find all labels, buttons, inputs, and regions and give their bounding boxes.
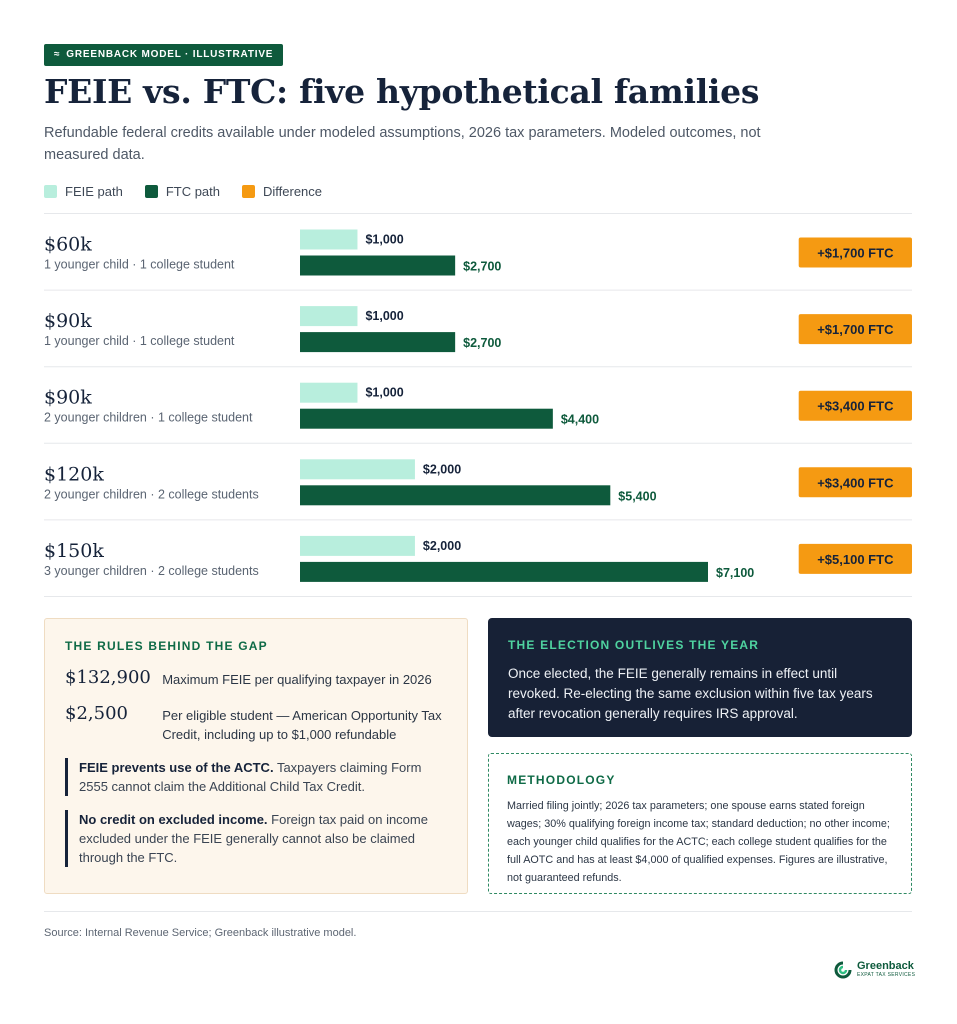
ftc-bar xyxy=(300,561,708,582)
greenback-logo-icon xyxy=(834,961,852,978)
legend-swatch-feie xyxy=(44,185,57,198)
logo-name: Greenback xyxy=(857,960,914,972)
difference-badge xyxy=(798,237,912,268)
methodology-text: Married filing jointly; 2026 tax paramet… xyxy=(507,800,890,884)
ftc-value-label: $2,700 xyxy=(463,260,501,274)
difference-badge xyxy=(798,467,912,498)
legend-item-difference: Difference xyxy=(242,184,322,199)
rules-note-actc: FEIE prevents use of the ACTC. Taxpayers… xyxy=(65,758,447,796)
household-label: 1 younger child · 1 college student xyxy=(44,258,235,272)
stat-label-aotc: Per eligible student — American Opportun… xyxy=(162,708,442,742)
methodology-panel: METHODOLOGY Married filing jointly; 2026… xyxy=(488,753,912,894)
footer-divider xyxy=(44,911,912,912)
legend-swatch-ftc xyxy=(144,185,158,198)
source-note: Source: Internal Revenue Service; Greenb… xyxy=(44,927,357,939)
income-label: $90k xyxy=(44,387,92,409)
difference-badge xyxy=(798,390,912,421)
legend-label-difference: Difference xyxy=(263,184,323,199)
rules-panel: THE RULES BEHIND THE GAP $132,900 Maximu… xyxy=(44,618,468,894)
feie-bar xyxy=(300,535,415,556)
household-label: 2 younger children · 2 college students xyxy=(44,487,259,501)
election-text: Once elected, the FEIE generally remains… xyxy=(508,666,873,721)
credits-bar-chart: $60k 1 younger child · 1 college student $… xyxy=(44,213,912,597)
note-text-excluded-income: Foreign tax paid on income excluded unde… xyxy=(79,812,428,865)
legend-label-feie: FEIE path xyxy=(65,184,123,199)
ftc-bar xyxy=(300,255,456,276)
feie-bar xyxy=(300,382,358,403)
note-bold-excluded-income: No credit on excluded income. xyxy=(79,812,268,827)
rules-heading: THE RULES BEHIND THE GAP xyxy=(65,639,268,653)
stat-label-feie-max: Maximum FEIE per qualifying taxpayer in … xyxy=(162,672,432,687)
rules-stat: $132,900 Maximum FEIE per qualifying tax… xyxy=(65,667,447,689)
difference-label: +$1,700 FTC xyxy=(817,322,894,337)
feie-value-label: $2,000 xyxy=(423,539,461,553)
rules-note-excluded-income: No credit on excluded income. Foreign ta… xyxy=(65,810,447,867)
election-panel: THE ELECTION OUTLIVES THE YEAR Once elec… xyxy=(488,618,912,737)
household-label: 2 younger children · 1 college student xyxy=(44,411,253,425)
badge-text: GREENBACK MODEL · ILLUSTRATIVE xyxy=(66,49,274,60)
difference-badge xyxy=(798,543,912,574)
difference-label: +$3,400 FTC xyxy=(817,475,894,490)
ftc-value-label: $2,700 xyxy=(463,336,501,350)
difference-label: +$1,700 FTC xyxy=(817,246,894,261)
ftc-bar xyxy=(300,408,553,429)
feie-value-label: $1,000 xyxy=(365,233,403,247)
legend-swatch-difference xyxy=(242,185,255,198)
feie-bar xyxy=(300,459,415,480)
legend-label-ftc: FTC path xyxy=(165,184,220,199)
feie-bar xyxy=(300,229,358,250)
difference-label: +$5,100 FTC xyxy=(817,552,894,567)
feie-bar xyxy=(300,306,358,327)
approx-icon: ≈ xyxy=(54,49,61,60)
ftc-value-label: $5,400 xyxy=(618,489,656,503)
ftc-bar xyxy=(300,332,456,353)
stat-value-feie-max: $132,900 xyxy=(65,667,151,688)
greenback-logo: Greenback EXPAT TAX SERVICES xyxy=(834,960,915,979)
legend-item-ftc: FTC path xyxy=(144,184,220,199)
income-label: $90k xyxy=(44,310,92,332)
model-badge: ≈ GREENBACK MODEL · ILLUSTRATIVE xyxy=(44,44,284,66)
stat-value-aotc: $2,500 xyxy=(65,703,128,724)
difference-badge xyxy=(798,314,912,345)
household-label: 3 younger children · 2 college students xyxy=(44,564,259,578)
ftc-value-label: $7,100 xyxy=(716,566,754,580)
feie-value-label: $2,000 xyxy=(423,462,461,476)
note-bold-actc: FEIE prevents use of the ACTC. xyxy=(79,760,274,775)
logo-tagline: EXPAT TAX SERVICES xyxy=(857,972,916,978)
household-label: 1 younger child · 1 college student xyxy=(44,334,235,348)
page-subtitle: Refundable federal credits available und… xyxy=(44,125,761,163)
methodology-heading: METHODOLOGY xyxy=(507,773,616,787)
legend-item-feie: FEIE path xyxy=(44,184,123,199)
election-heading: THE ELECTION OUTLIVES THE YEAR xyxy=(508,638,760,652)
feie-value-label: $1,000 xyxy=(365,386,403,400)
note-text-actc: Taxpayers claiming Form 2555 cannot clai… xyxy=(79,760,422,794)
difference-label: +$3,400 FTC xyxy=(817,399,894,414)
income-label: $150k xyxy=(44,540,104,562)
feie-value-label: $1,000 xyxy=(365,309,403,323)
legend: FEIE path FTC path Difference xyxy=(44,184,322,199)
rules-stat: $2,500 Per eligible student — American O… xyxy=(65,703,447,744)
ftc-bar xyxy=(300,485,611,506)
income-label: $120k xyxy=(44,463,104,485)
income-label: $60k xyxy=(44,234,92,256)
page-title: FEIE vs. FTC: five hypothetical families xyxy=(44,72,760,111)
ftc-value-label: $4,400 xyxy=(561,413,599,427)
